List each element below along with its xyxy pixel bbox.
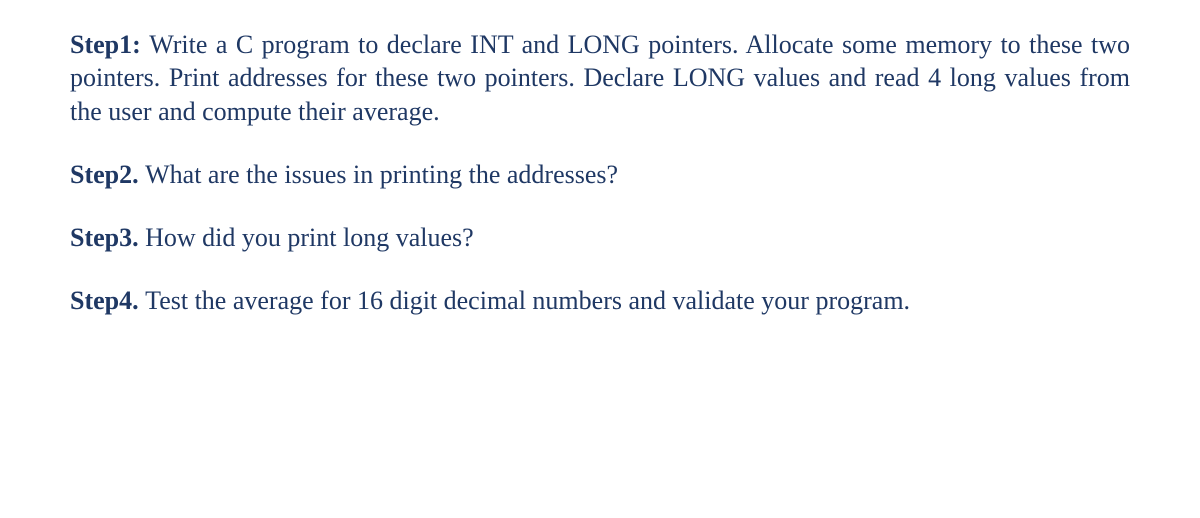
step-3-text: How did you print long values? [145,223,474,252]
step-2-label: Step2. [70,160,145,189]
step-4-label: Step4. [70,286,145,315]
step-2: Step2. What are the issues in printing t… [70,158,1130,191]
step-4: Step4. Test the average for 16 digit dec… [70,284,1130,317]
step-1: Step1: Write a C program to declare INT … [70,28,1130,128]
step-1-text: Write a C program to declare INT and LON… [70,30,1130,126]
step-3-label: Step3. [70,223,145,252]
document-page: Step1: Write a C program to declare INT … [0,0,1200,338]
step-4-text: Test the average for 16 digit decimal nu… [145,286,910,315]
step-2-text: What are the issues in printing the addr… [145,160,618,189]
step-1-label: Step1: [70,30,149,59]
step-3: Step3. How did you print long values? [70,221,1130,254]
